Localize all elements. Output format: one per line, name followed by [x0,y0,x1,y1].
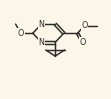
Text: N: N [39,38,44,47]
Text: O: O [79,38,86,47]
Text: O: O [18,29,24,38]
Text: N: N [39,20,44,29]
Text: O: O [81,21,88,30]
